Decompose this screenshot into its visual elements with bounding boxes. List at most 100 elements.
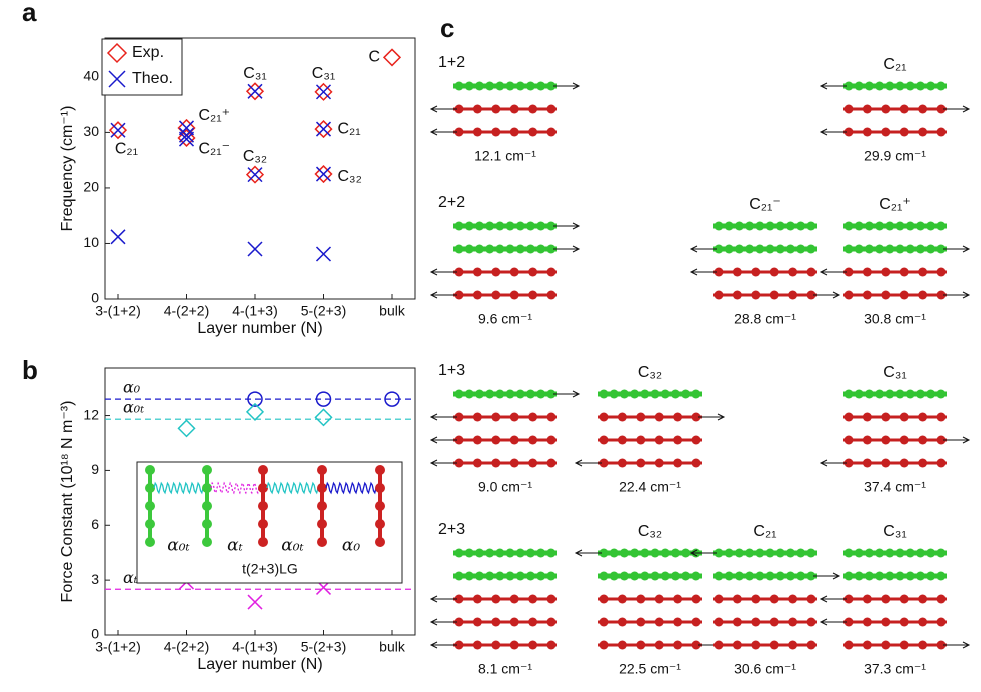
atom (491, 594, 501, 604)
displacement-arrow (553, 222, 581, 230)
atom (714, 267, 724, 277)
atom (528, 412, 538, 422)
atom (864, 571, 874, 581)
atom (454, 290, 464, 300)
atom (515, 81, 525, 91)
inset-atom (375, 465, 385, 475)
atom (864, 389, 874, 399)
atom (862, 640, 872, 650)
atom (905, 244, 915, 254)
y-axis-label: Force Constant (10¹⁸ N m⁻³) (59, 401, 76, 603)
atom (691, 617, 701, 627)
marker-cross (315, 166, 332, 182)
atom (854, 548, 864, 558)
atom (881, 104, 891, 114)
atom (918, 267, 928, 277)
atom (491, 127, 501, 137)
marker-circle (384, 391, 400, 407)
atom (755, 221, 765, 231)
atom (844, 594, 854, 604)
inset-atom (202, 483, 212, 493)
atom (472, 267, 482, 277)
marker-cross (315, 121, 332, 137)
atom (875, 389, 885, 399)
atom (751, 290, 761, 300)
atom (472, 617, 482, 627)
atom (885, 81, 895, 91)
atom (806, 548, 816, 558)
atom (895, 81, 905, 91)
atom (464, 244, 474, 254)
atom (732, 594, 742, 604)
atom (546, 81, 556, 91)
atom (617, 640, 627, 650)
marker-cross (247, 83, 263, 99)
atom (899, 104, 909, 114)
atom (546, 244, 556, 254)
atom (528, 617, 538, 627)
atom (617, 617, 627, 627)
annotation: C₃₂ (243, 148, 267, 165)
displacement-arrow (943, 291, 971, 299)
atom (650, 389, 660, 399)
atom (936, 244, 946, 254)
atom (745, 548, 755, 558)
group-name: 1+3 (438, 362, 465, 379)
inset-spring (153, 481, 204, 495)
atom (844, 267, 854, 277)
atom (785, 221, 795, 231)
mode-frequency: 9.6 cm⁻¹ (478, 311, 532, 327)
atom (599, 412, 609, 422)
atom (617, 412, 627, 422)
atom (599, 389, 609, 399)
atom (528, 104, 538, 114)
marker-cross (108, 70, 126, 88)
atom (862, 458, 872, 468)
displacement-arrow (698, 413, 726, 421)
annotation: C₂₁⁺ (199, 107, 231, 124)
inset-atom (258, 501, 268, 511)
inset-atom (375, 501, 385, 511)
legend-label: Theo. (132, 70, 173, 87)
atom (844, 548, 854, 558)
atom (472, 127, 482, 137)
reference-label: αₜ (123, 568, 138, 587)
marker-diamond (314, 408, 333, 427)
atom (788, 290, 798, 300)
displacement-arrow (943, 105, 971, 113)
atom (881, 290, 891, 300)
atom (862, 594, 872, 604)
displacement-arrow (689, 549, 717, 557)
mode-label: C₂₁⁻ (749, 196, 781, 213)
atom (673, 617, 683, 627)
atom (751, 594, 761, 604)
atom (714, 221, 724, 231)
atom (536, 548, 546, 558)
atom (714, 617, 724, 627)
atom (926, 221, 936, 231)
mode-frequency: 29.9 cm⁻¹ (864, 148, 926, 164)
atom (732, 617, 742, 627)
axes-frame (104, 367, 416, 636)
atom (899, 640, 909, 650)
atom (505, 389, 515, 399)
inset-atom (202, 501, 212, 511)
atom (495, 221, 505, 231)
atom (862, 267, 872, 277)
atom (485, 548, 495, 558)
atom (528, 458, 538, 468)
atom (673, 640, 683, 650)
atom (864, 548, 874, 558)
atom (844, 127, 854, 137)
atom (509, 412, 519, 422)
marker-cross (315, 246, 332, 262)
atom (936, 617, 946, 627)
atom (875, 571, 885, 581)
atom (885, 221, 895, 231)
x-tick-label: 4-(2+2) (164, 639, 210, 655)
atom (905, 389, 915, 399)
atom (769, 594, 779, 604)
mode-frequency: 9.0 cm⁻¹ (478, 479, 532, 495)
atom (788, 640, 798, 650)
atom (617, 458, 627, 468)
